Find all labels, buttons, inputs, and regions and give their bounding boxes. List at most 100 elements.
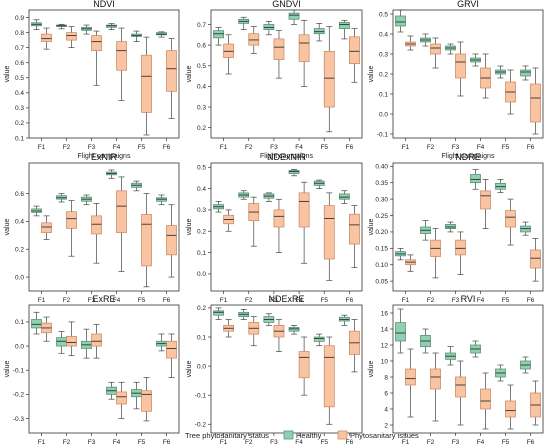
x-tick-label: F5	[502, 297, 510, 304]
box-healthy-f4	[288, 169, 300, 177]
box-healthy-f1	[395, 9, 406, 33]
iqr-box	[455, 53, 466, 79]
iqr-box	[395, 322, 406, 342]
box-healthy-f3	[263, 21, 275, 36]
x-tick-label: F3	[270, 439, 278, 445]
panel-gndvi: GNDVI 0.2 0.3 0.4 0.5 0.6 0.7 value F1 F2 F3 F4 F5 F6…	[186, 0, 363, 160]
box-issues-f1	[41, 215, 52, 240]
iqr-box	[430, 368, 441, 390]
iqr-box	[405, 368, 416, 386]
x-tick-label: F4	[295, 297, 303, 304]
x-tick-label: F6	[346, 439, 354, 445]
panel-title: GRVI	[457, 0, 479, 9]
box-issues-f5	[505, 198, 516, 246]
iqr-box	[141, 390, 152, 412]
y-tick-label: 12	[381, 342, 389, 349]
iqr-box	[91, 35, 102, 52]
y-tick-label: 0.5	[197, 165, 206, 172]
box-healthy-f2	[56, 23, 67, 30]
y-tick-label: 0.05	[375, 278, 388, 285]
x-tick-label: F1	[402, 297, 410, 304]
box-healthy-f5	[495, 364, 506, 382]
panel-rvi: RVI246810121416valueF1F2F3F4F5F6Flight c…	[368, 294, 544, 445]
iqr-box	[455, 239, 466, 256]
box-healthy-f4	[106, 169, 117, 179]
box-issues-f1	[405, 254, 416, 272]
x-tick-label: F2	[63, 144, 71, 151]
box-issues-f4	[480, 372, 491, 430]
y-tick-label: 0.2	[197, 305, 206, 312]
x-tick-label: F3	[88, 297, 96, 304]
y-tick-label: 6	[384, 390, 388, 397]
box-healthy-f3	[81, 194, 92, 206]
y-tick-label: 8	[384, 374, 388, 381]
y-tick-label: 0.2	[15, 120, 24, 127]
y-tick-label: 0.0	[379, 111, 388, 118]
iqr-box	[91, 215, 102, 235]
iqr-box	[313, 336, 325, 342]
y-tick-label: 0.25	[375, 213, 388, 220]
y-axis-label: value	[186, 219, 193, 236]
box-healthy-f2	[56, 331, 67, 354]
y-tick-label: 0.6	[15, 191, 24, 198]
box-issues-f3	[91, 323, 102, 359]
box-issues-f4	[116, 381, 127, 419]
box-issues-f5	[141, 36, 152, 136]
iqr-box	[31, 319, 42, 329]
iqr-box	[520, 69, 531, 77]
box-issues-f2	[430, 228, 441, 279]
panel-exre: ExRE -0.3 -0.2 -0.1 0.0 0.1 value F1 F2 F3 F4 F5 F6 F…	[4, 294, 180, 445]
y-tick-label: 0.0	[197, 271, 206, 278]
box-issues-f3	[91, 30, 102, 86]
panel-ndre: NDRE 0.05 0.10 0.15 0.20 0.25 0.30 0.35 0.40 valu…	[368, 152, 544, 313]
y-tick-label: 0.3	[379, 51, 388, 58]
y-tick-label: 0.3	[15, 105, 24, 112]
box-healthy-f4	[470, 53, 481, 67]
panel-ndexre: NDExRE -0.2 -0.1 0.0 0.1 0.2 value F1 F2 F3 F4 F5 F6…	[186, 294, 363, 445]
y-tick-label: 2	[384, 422, 388, 429]
box-issues-f2	[248, 316, 260, 347]
x-axis-label: Flight campaigns	[442, 153, 495, 160]
x-tick-label: F5	[138, 297, 146, 304]
y-tick-label: 0.5	[197, 63, 206, 70]
box-issues-f4	[480, 179, 491, 229]
box-issues-f4	[298, 336, 310, 396]
box-healthy-f5	[495, 65, 506, 79]
x-tick-label: F6	[346, 297, 354, 304]
x-tick-label: F3	[452, 297, 460, 304]
iqr-box	[470, 174, 481, 184]
panel-title: ExNIR	[91, 152, 118, 162]
iqr-box	[298, 351, 310, 379]
iqr-box	[530, 83, 541, 123]
x-tick-label: F1	[38, 439, 46, 445]
box-issues-f6	[166, 204, 177, 278]
y-tick-label: 0.4	[197, 84, 206, 91]
iqr-box	[323, 345, 335, 408]
box-issues-f1	[223, 319, 234, 338]
box-healthy-f2	[238, 16, 250, 30]
y-tick-label: 0.7	[15, 45, 24, 52]
legend-swatch-healthy	[283, 430, 294, 440]
box-issues-f2	[66, 26, 77, 48]
y-axis-label: value	[4, 361, 11, 378]
x-tick-label: F3	[452, 439, 460, 445]
y-tick-label: -0.3	[13, 416, 25, 423]
x-tick-label: F1	[220, 297, 228, 304]
box-healthy-f2	[420, 328, 431, 354]
x-tick-label: F3	[452, 144, 460, 151]
y-tick-label: 0.2	[197, 229, 206, 236]
iqr-box	[445, 224, 456, 229]
box-healthy-f1	[395, 308, 406, 354]
box-healthy-f5	[313, 179, 325, 189]
box-healthy-f2	[420, 33, 431, 47]
iqr-box	[298, 34, 310, 62]
box-healthy-f1	[31, 19, 42, 30]
y-tick-label: 0.40	[375, 164, 388, 171]
iqr-box	[339, 22, 350, 29]
y-tick-label: 0.1	[15, 135, 24, 142]
iqr-box	[288, 170, 300, 175]
x-tick-label: F6	[527, 439, 535, 445]
box-healthy-f2	[238, 190, 250, 200]
box-healthy-f4	[470, 340, 481, 358]
